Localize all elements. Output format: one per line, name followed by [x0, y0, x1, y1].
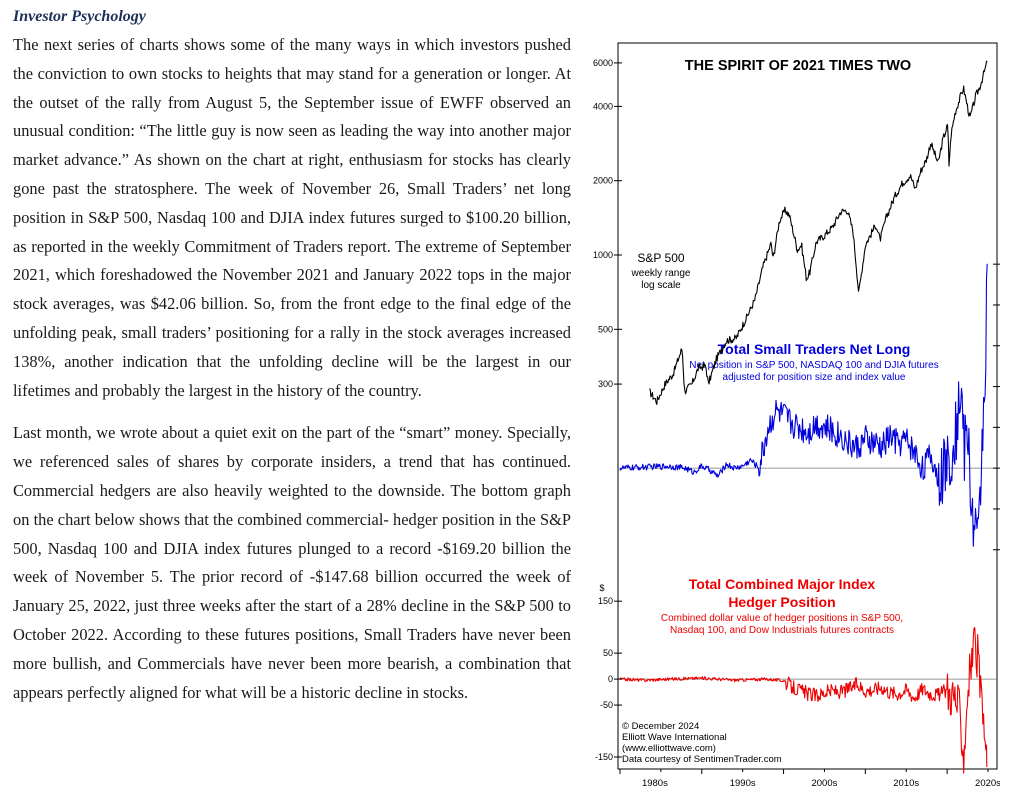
chart-credits: © December 2024 Elliott Wave Internation…	[622, 721, 782, 765]
x-tick-label: 2010s	[893, 778, 919, 789]
hedgers-series-line	[619, 627, 988, 774]
series-layer	[619, 60, 988, 774]
sp500-panel: S&P 500 weekly range log scale	[631, 251, 691, 291]
small-traders-note-line-1: Net position in S&P 500, NASDAQ 100 and …	[689, 360, 938, 371]
sp500-y-tick-label: 4000	[593, 101, 613, 111]
plot-frame	[617, 42, 998, 770]
x-tick-label: 2020s	[975, 778, 1000, 789]
paragraph-hedgers: Last month, we wrote about a quiet exit …	[13, 423, 571, 702]
small-traders-title: Total Small Traders Net Long	[718, 341, 911, 357]
hedgers-y-tick-label: 150	[598, 596, 613, 606]
credit-line-1: © December 2024	[622, 721, 699, 732]
sp500-note-line-2: log scale	[641, 280, 681, 291]
hedgers-y-tick-label: 50	[603, 648, 613, 658]
credit-line-2: Elliott Wave International	[622, 732, 727, 743]
paragraph-small-traders: The next series of charts shows some of …	[13, 35, 571, 400]
hedgers-note-line-2: Nasdaq 100, and Dow Industrials futures …	[670, 625, 894, 636]
sp500-y-tick-label: 1000	[593, 250, 613, 260]
hedgers-y-tick-label: -150	[595, 752, 613, 762]
sp500-y-tick-label: 300	[598, 379, 613, 389]
hedgers-note-line-1: Combined dollar value of hedger position…	[661, 613, 903, 624]
x-axis: 1980s 1990s 2000s 2010s 2020s	[619, 769, 1000, 789]
hedgers-y-tick-label: -50	[600, 700, 613, 710]
y-axes: 3005001000200040006000-40-20020406080100…	[593, 58, 1000, 762]
hedgers-title-line-2: Hedger Position	[728, 594, 835, 610]
sp500-label: S&P 500	[637, 251, 684, 265]
credit-line-3: (www.elliottwave.com)	[622, 743, 716, 754]
sp500-y-tick-label: 500	[598, 324, 613, 334]
credit-line-4: Data courtesy of SentimenTrader.com	[622, 754, 782, 765]
sp500-y-tick-label: 2000	[593, 176, 613, 186]
chart-svg: THE SPIRIT OF 2021 TIMES TWO S&P 500 wee…	[593, 42, 1000, 789]
article: Investor Psychology The next series of c…	[13, 6, 571, 707]
x-tick-label: 1990s	[730, 778, 756, 789]
x-tick-label: 2000s	[811, 778, 837, 789]
hedgers-y-tick-label: 0	[608, 674, 613, 684]
small_traders-series-line	[619, 263, 988, 547]
hedgers-unit: $	[599, 583, 604, 593]
small-traders-note-line-2: adjusted for position size and index val…	[723, 372, 906, 383]
sp500-y-tick-label: 6000	[593, 58, 613, 68]
sp500-note-line-1: weekly range	[631, 268, 691, 279]
chart-title: THE SPIRIT OF 2021 TIMES TWO	[685, 58, 911, 74]
hedgers-panel: Total Combined Major Index Hedger Positi…	[599, 576, 997, 680]
sp500-series-line	[649, 60, 988, 405]
hedgers-title-line-1: Total Combined Major Index	[689, 576, 876, 592]
chart-figure: THE SPIRIT OF 2021 TIMES TWO S&P 500 wee…	[578, 28, 1000, 806]
x-tick-label: 1980s	[642, 778, 668, 789]
section-heading: Investor Psychology	[13, 8, 146, 25]
